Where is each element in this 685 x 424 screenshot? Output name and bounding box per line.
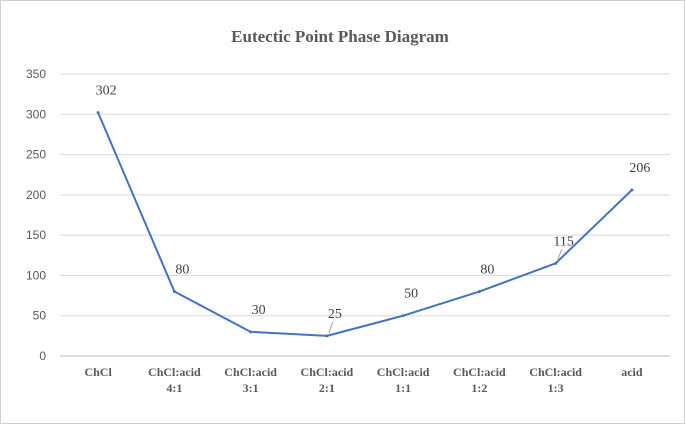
y-axis-ticks: 0 50 100 150 200 250 300 350 [26,67,46,363]
x-axis-ticks: ChCl ChCl:acid 4:1 ChCl:acid 3:1 ChCl:acid 2:1… [84,365,642,395]
y-tick-label: 50 [33,309,47,323]
data-label: 25 [328,307,342,322]
data-point [554,261,558,265]
y-tick-label: 300 [26,107,46,121]
y-tick-label: 150 [26,228,46,242]
data-point [325,334,329,338]
data-label: 302 [96,84,117,99]
series-layer [96,111,634,338]
data-point [172,290,176,294]
x-tick-label: ChCl [84,365,112,379]
label-leader-line [557,249,563,261]
data-point [630,188,634,192]
label-leader-line [328,321,334,334]
x-tick-label: acid [621,365,643,379]
data-label: 115 [553,234,573,249]
y-tick-label: 250 [26,148,46,162]
data-point [401,314,405,318]
gridlines [60,73,670,357]
y-tick-label: 350 [26,67,46,81]
x-tick-label: ChCl:acid 2:1 [301,365,354,395]
data-point [96,111,100,115]
data-label: 50 [404,287,418,302]
x-tick-label: ChCl:acid 3:1 [224,365,277,395]
y-tick-label: 200 [26,188,46,202]
data-label: 80 [175,263,189,278]
data-point [249,330,253,334]
x-tick-label: ChCl:acid 1:3 [529,365,582,395]
x-tick-label: ChCl:acid 1:1 [377,365,430,395]
series-line [97,112,633,337]
x-tick-label: ChCl:acid 4:1 [148,365,201,395]
data-label: 80 [480,263,494,278]
data-label: 30 [252,303,266,318]
data-point [477,290,481,294]
y-tick-label: 0 [39,349,46,363]
data-labels: 302 80 30 25 50 80 115 206 [96,84,650,334]
y-tick-label: 100 [26,268,46,282]
data-label: 206 [629,161,650,176]
x-tick-label: ChCl:acid 1:2 [453,365,506,395]
chart-title: Eutectic Point Phase Diagram [231,27,449,46]
